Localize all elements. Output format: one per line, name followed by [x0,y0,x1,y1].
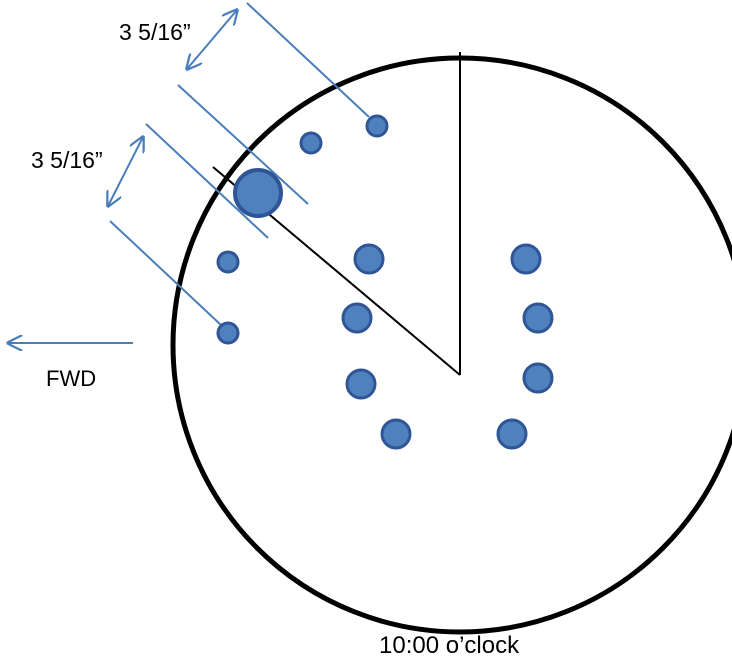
large-hole [233,168,283,218]
hole [341,302,373,334]
hole-group [216,114,554,450]
extension-line-left-outer [145,123,269,239]
hole [216,321,240,345]
hole [380,418,412,450]
dimension-arrow-left [108,137,143,206]
diagram-caption: 10:00 o’clock [379,632,520,659]
hole [522,362,554,394]
extension-line-left-inner [109,220,222,326]
extension-line-top-inner [177,84,309,205]
hole [365,114,389,138]
hole [496,418,528,450]
extension-line-top-outer [246,2,370,118]
dimension-arrow-top [187,10,237,69]
fwd-label: FWD [46,366,96,391]
dimension-label-top: 3 5/16” [119,19,191,45]
hole [299,131,323,155]
hole [522,302,554,334]
hole [510,243,542,275]
outer-circle [170,55,732,635]
hole [345,368,377,400]
hole [216,250,240,274]
hole [353,243,385,275]
dimension-label-left: 3 5/16” [31,147,103,173]
